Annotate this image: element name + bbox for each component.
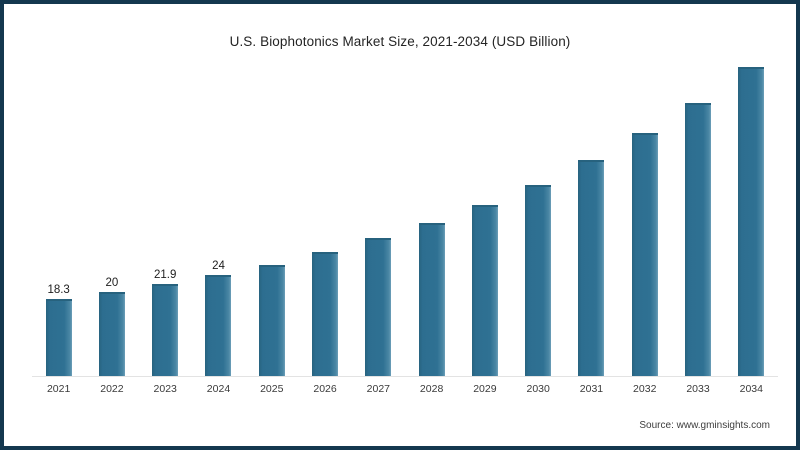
- bar-2032[interactable]: [631, 133, 658, 377]
- bar-slot: [352, 59, 405, 377]
- bar-group: 18.3 20 21.9 24: [32, 59, 778, 377]
- bar-2026[interactable]: [312, 251, 339, 377]
- bar-2027[interactable]: [365, 237, 392, 377]
- bar-slot: 18.3: [32, 59, 85, 377]
- bar-slot: 24: [192, 59, 245, 377]
- x-axis-label-2027: 2027: [366, 383, 390, 395]
- bar-slot: 21.9: [139, 59, 192, 377]
- x-axis-label-2028: 2028: [419, 383, 444, 395]
- x-axis-label-2021: 2021: [46, 383, 71, 395]
- bar-2023[interactable]: 21.9: [152, 269, 179, 377]
- x-axis-tick-labels: 2021 2022 2023 2024 2025 2026 2027 2028 2029 2030…: [32, 384, 778, 395]
- bar-2024[interactable]: 24: [205, 260, 232, 377]
- bar-slot: [458, 59, 511, 377]
- x-axis-label-2032: 2032: [633, 383, 657, 395]
- bar-slot: [671, 59, 724, 377]
- bar-slot: 20: [85, 59, 138, 377]
- x-axis-label-2034: 2034: [739, 383, 763, 395]
- x-axis-label-2031: 2031: [579, 383, 604, 395]
- bar-2034[interactable]: [738, 67, 765, 377]
- bar-slot: [512, 59, 565, 377]
- x-axis-label-2023: 2023: [153, 383, 177, 395]
- chart-title: U.S. Biophotonics Market Size, 2021-2034…: [229, 34, 571, 49]
- x-axis-label-2030: 2030: [526, 383, 550, 395]
- plot-area: 18.3 20 21.9 24: [32, 59, 778, 377]
- bar-slot: [565, 59, 618, 377]
- bar-2030[interactable]: [525, 184, 552, 377]
- bar-2033[interactable]: [685, 103, 712, 377]
- x-axis-label-2024: 2024: [206, 383, 231, 395]
- x-axis-label-2025: 2025: [260, 383, 284, 395]
- bar-2029[interactable]: [471, 204, 498, 377]
- bar-2021[interactable]: 18.3: [45, 284, 72, 377]
- bar-2028[interactable]: [418, 222, 445, 377]
- bar-slot: [725, 59, 778, 377]
- bar-value-label: 24: [212, 259, 225, 272]
- bar-slot: [618, 59, 671, 377]
- source-attribution: Source: www.gminsights.com: [639, 420, 770, 431]
- x-axis-label-2026: 2026: [313, 383, 337, 395]
- bar-2025[interactable]: [258, 264, 285, 377]
- x-axis-label-2033: 2033: [686, 383, 710, 395]
- bar-slot: [245, 59, 298, 377]
- x-axis-label-2022: 2022: [100, 383, 124, 395]
- bar-2022[interactable]: 20: [98, 277, 125, 377]
- bar-value-label: 20: [105, 276, 119, 289]
- bar-slot: [298, 59, 351, 377]
- bar-slot: [405, 59, 458, 377]
- x-axis-line: [32, 376, 778, 377]
- bar-2031[interactable]: [578, 159, 605, 377]
- bar-value-label: 21.9: [154, 268, 177, 281]
- bar-value-label: 18.3: [47, 283, 70, 296]
- x-axis-label-2029: 2029: [473, 383, 497, 395]
